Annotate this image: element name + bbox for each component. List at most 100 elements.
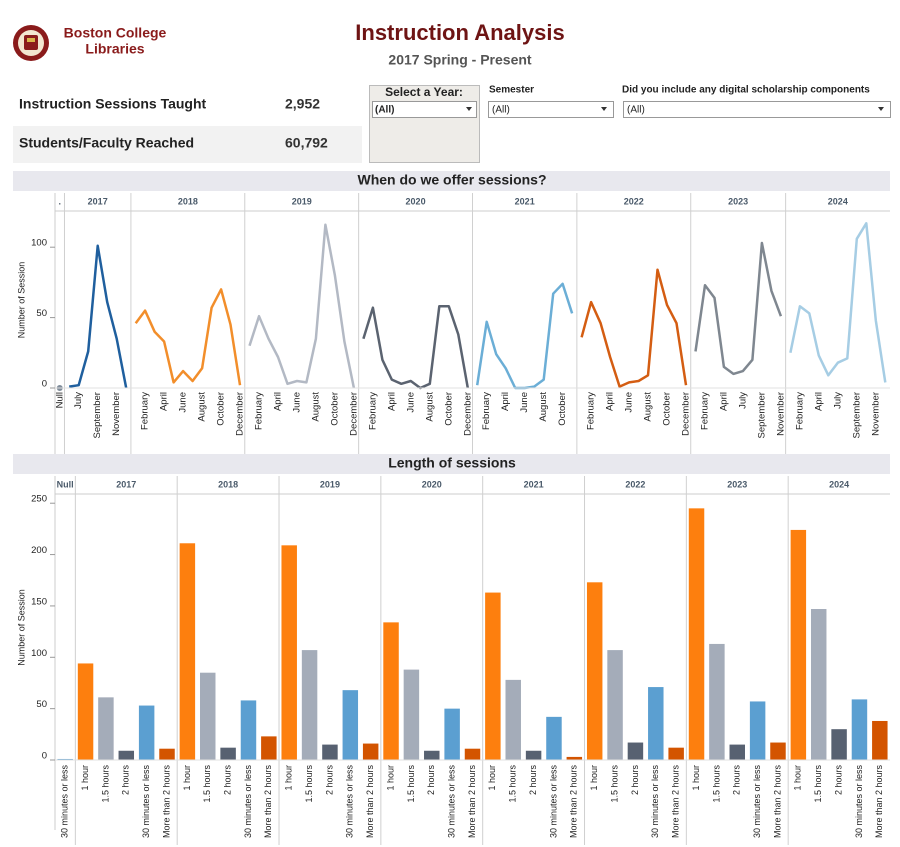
x-tick-label: 1.5 hours	[508, 765, 518, 803]
bar	[525, 750, 542, 760]
section-bar	[13, 454, 890, 474]
line	[789, 222, 887, 383]
bar	[77, 663, 94, 760]
x-tick-label: 30 minutes or less	[345, 765, 355, 839]
bar	[586, 582, 603, 760]
y-axis-label: Number of Session	[16, 589, 26, 666]
chart-title: When do we offer sessions?	[357, 172, 546, 188]
bar	[770, 742, 786, 760]
bar	[851, 699, 868, 760]
x-tick-label: 1.5 hours	[609, 765, 619, 803]
x-tick-label: July	[737, 392, 748, 409]
y-tick-label: 50	[36, 699, 47, 710]
x-tick-label: June	[291, 392, 302, 413]
bar	[403, 669, 420, 760]
dropdown[interactable]: (All)	[372, 101, 477, 118]
x-tick-label: April	[386, 392, 397, 411]
bar	[200, 672, 216, 760]
bar	[281, 545, 297, 760]
panel-header: 2022	[625, 479, 645, 489]
x-tick-label: 2 hours	[732, 765, 742, 796]
bar	[749, 701, 766, 760]
x-tick-label: 30 minutes or less	[447, 765, 457, 839]
x-tick-label: 1.5 hours	[813, 765, 823, 803]
panel-header: 2024	[829, 479, 849, 489]
x-tick-label: 1 hour	[793, 765, 803, 791]
x-tick-label: 2 hours	[121, 765, 131, 796]
x-tick-label: 30 minutes or less	[854, 765, 864, 839]
kpi-value: 2,952	[285, 96, 320, 112]
line	[362, 305, 470, 390]
panel-header: 2017	[116, 479, 136, 489]
x-tick-label: September	[756, 392, 767, 438]
x-tick-label: More than 2 hours	[467, 765, 477, 839]
x-tick-label: 1.5 hours	[202, 765, 212, 803]
x-tick-label: 2 hours	[426, 765, 436, 796]
x-tick-label: 1 hour	[80, 765, 90, 791]
x-tick-label: 2 hours	[222, 765, 232, 796]
bar	[220, 747, 236, 760]
bar	[729, 744, 745, 760]
x-tick-label: August	[424, 392, 435, 422]
panel-header: 2023	[728, 196, 748, 206]
bar	[179, 543, 196, 760]
x-tick-label: 30 minutes or less	[650, 765, 660, 839]
bar	[627, 742, 644, 760]
line	[580, 268, 688, 388]
x-tick-label: 1.5 hours	[711, 765, 721, 803]
x-tick-label: September	[92, 392, 103, 438]
bar	[485, 592, 501, 760]
x-tick-label: 1 hour	[691, 765, 701, 791]
x-tick-label: October	[216, 392, 227, 426]
x-tick-label: Null	[54, 392, 65, 408]
bar	[118, 750, 135, 760]
x-tick-label: October	[557, 392, 568, 426]
filter-label: Did you include any digital scholarship …	[622, 85, 870, 96]
x-tick-label: 1 hour	[589, 765, 599, 791]
bar	[505, 679, 521, 760]
panel-header: 2023	[727, 479, 747, 489]
x-tick-label: October	[329, 392, 340, 426]
y-tick-label: 200	[31, 545, 47, 556]
x-tick-label: April	[272, 392, 283, 411]
y-tick-label: 100	[31, 238, 47, 249]
dropdown[interactable]: (All)	[623, 101, 891, 118]
y-tick-label: 100	[31, 648, 47, 659]
y-axis-label: Number of Session	[16, 262, 26, 339]
x-tick-label: July	[73, 392, 84, 409]
bar	[546, 716, 562, 760]
x-tick-label: February	[586, 392, 597, 430]
x-tick-label: June	[178, 392, 189, 413]
line	[475, 282, 574, 390]
x-tick-label: April	[813, 392, 824, 411]
y-tick-label: 250	[31, 494, 47, 505]
line	[134, 288, 242, 386]
x-tick-label: June	[519, 392, 530, 413]
x-tick-label: 2 hours	[324, 765, 334, 796]
bar	[831, 729, 847, 760]
x-tick-label: More than 2 hours	[263, 765, 273, 839]
x-tick-label: More than 2 hours	[161, 765, 171, 839]
x-tick-label: December	[681, 392, 692, 436]
dropdown-value: (All)	[627, 105, 645, 116]
x-tick-label: August	[643, 392, 654, 422]
x-tick-label: November	[870, 392, 881, 436]
bar	[261, 736, 277, 760]
org-name: Libraries	[85, 41, 144, 57]
bar	[322, 744, 338, 760]
x-tick-label: December	[348, 392, 359, 436]
panel-header: 2024	[828, 196, 848, 206]
x-tick-label: August	[538, 392, 549, 422]
x-tick-label: April	[718, 392, 729, 411]
x-tick-label: More than 2 hours	[365, 765, 375, 839]
panel-header: Null	[57, 479, 74, 489]
kpi-row	[13, 126, 362, 163]
bar	[607, 650, 623, 760]
panel-header: 2018	[218, 479, 238, 489]
x-tick-label: August	[310, 392, 321, 422]
dropdown[interactable]: (All)	[488, 101, 614, 118]
bar	[464, 748, 481, 760]
bar	[648, 687, 664, 760]
x-tick-label: December	[462, 392, 473, 436]
x-tick-label: October	[662, 392, 673, 426]
